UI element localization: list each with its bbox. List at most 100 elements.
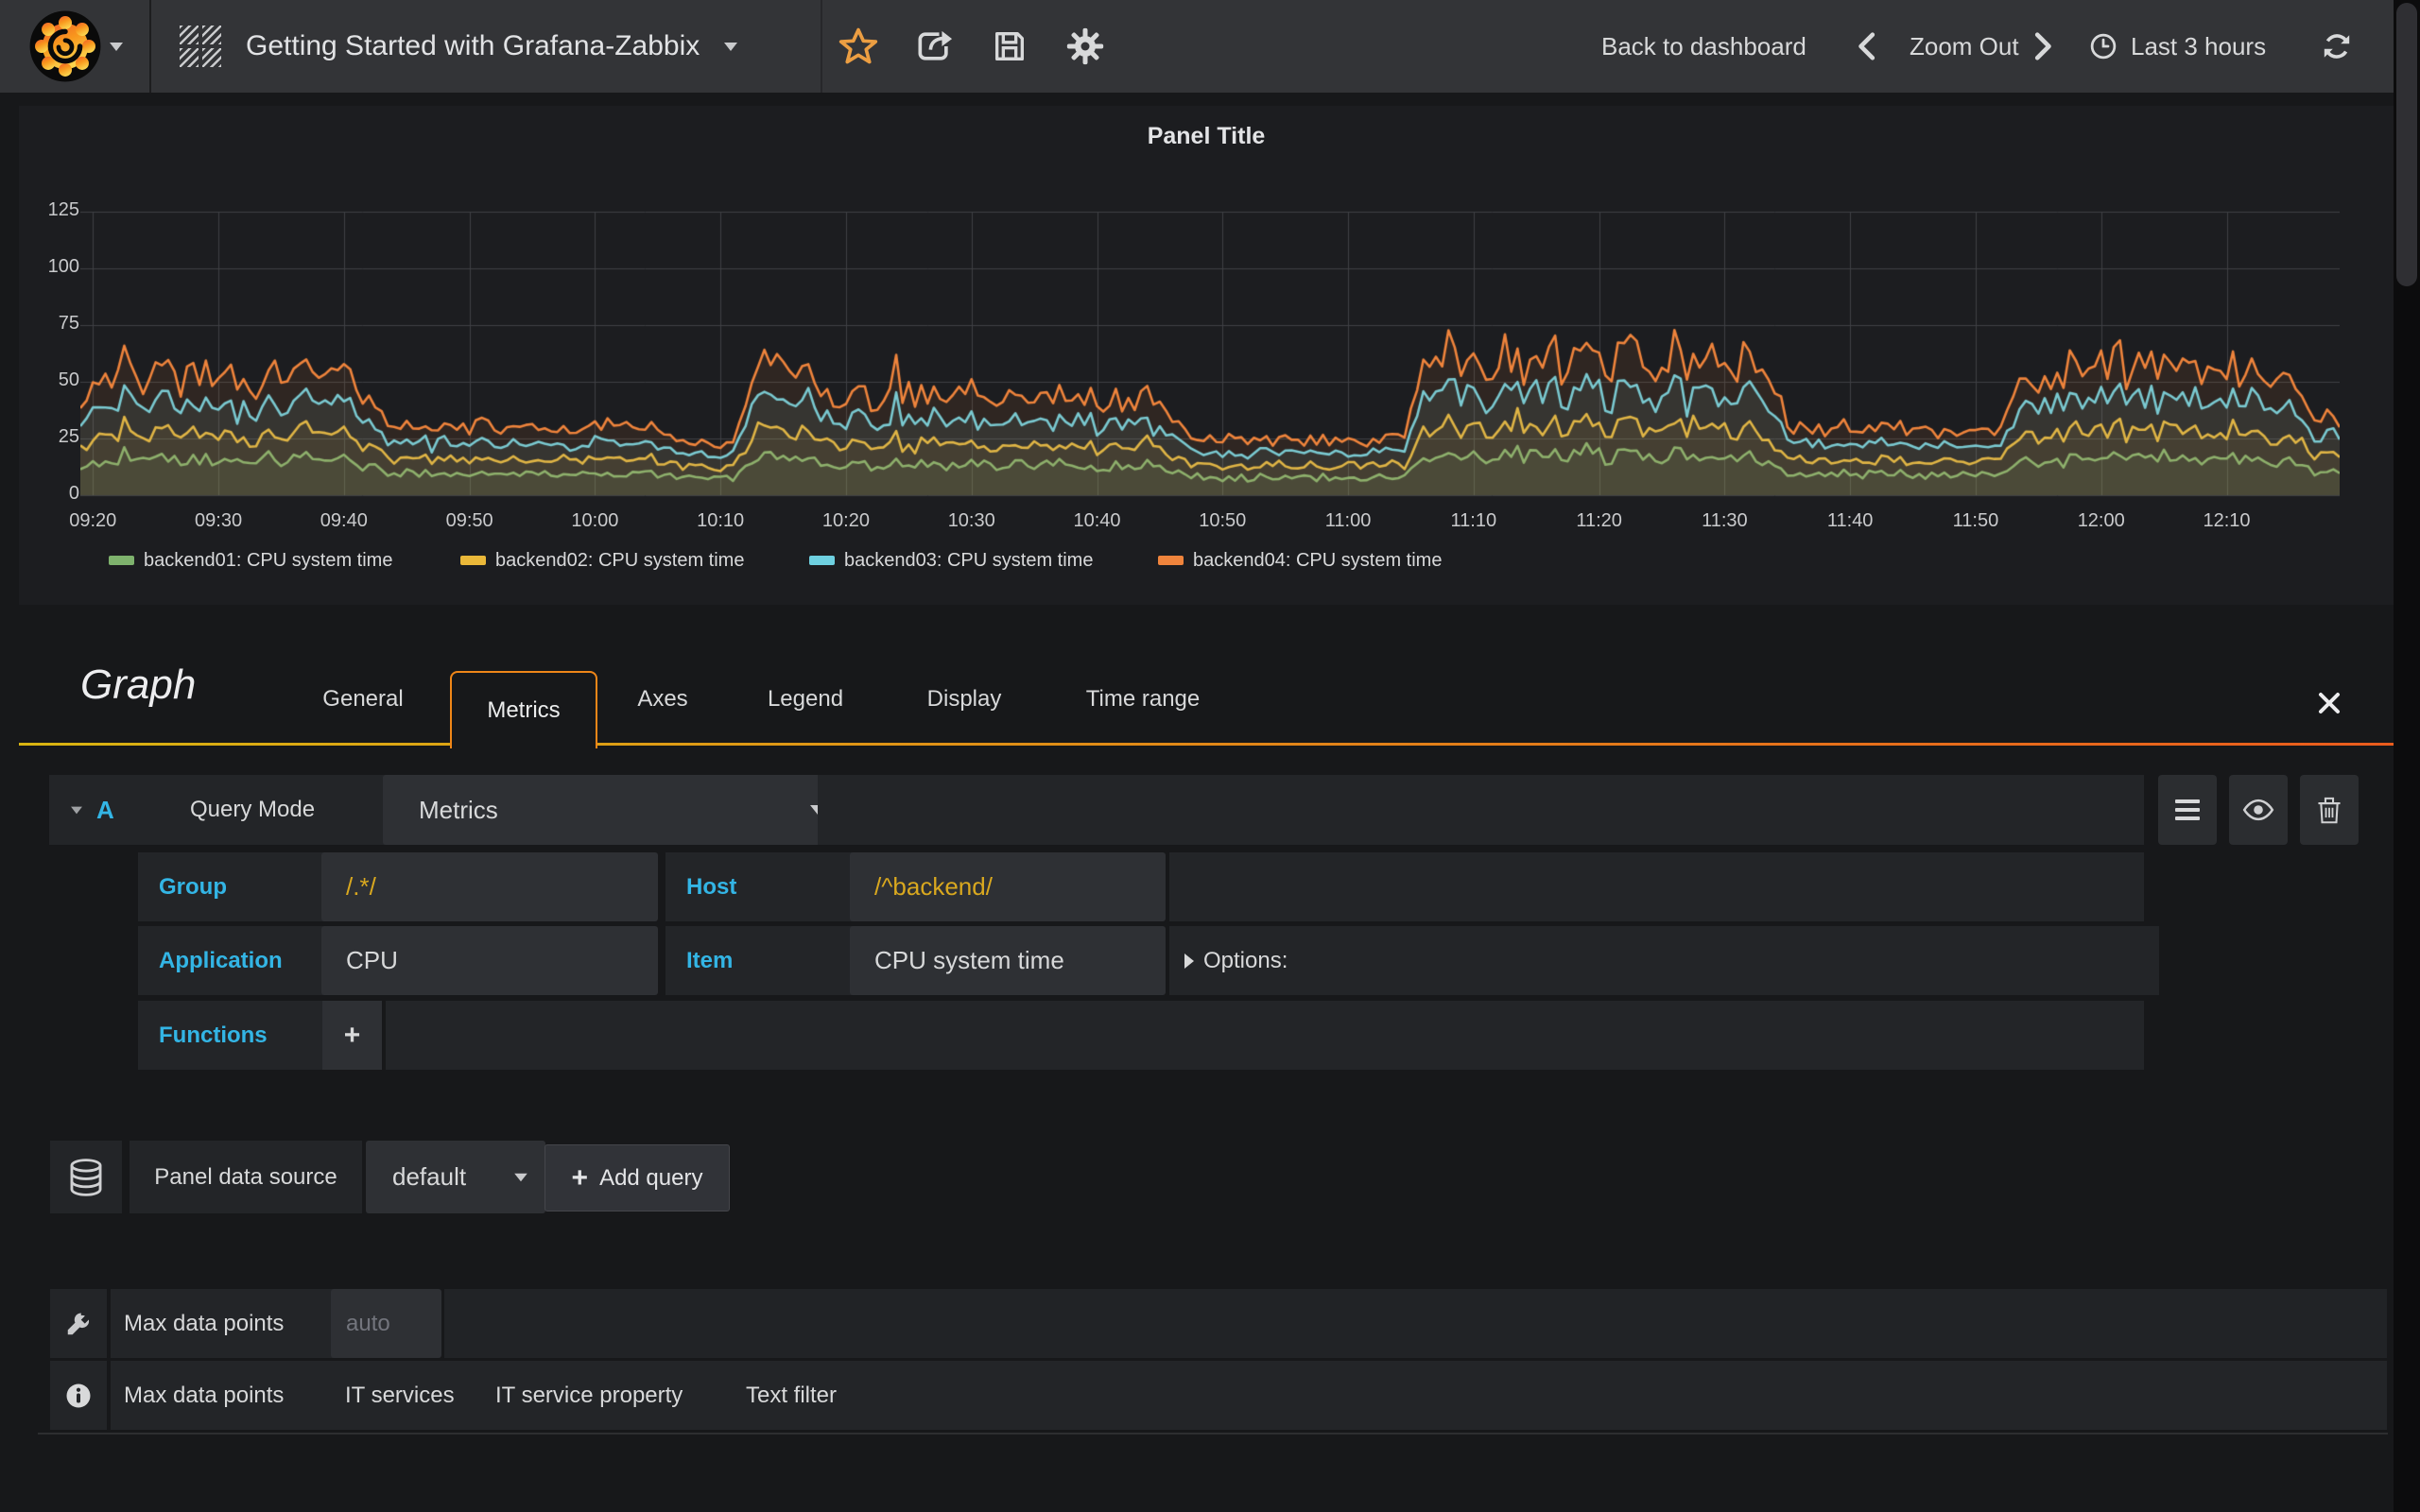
x-tick-label: 10:40 (1073, 510, 1121, 531)
x-tick-label: 09:20 (69, 510, 117, 531)
x-tick-label: 11:10 (1450, 510, 1497, 531)
y-tick-label: 25 (58, 426, 79, 447)
item-input[interactable] (850, 926, 1166, 995)
y-tick-label: 75 (58, 313, 79, 334)
host-input[interactable] (850, 852, 1166, 921)
legend-label: backend03: CPU system time (844, 549, 1094, 571)
tab-metrics[interactable]: Metrics (450, 671, 597, 748)
legend-color-chip (1158, 556, 1184, 565)
scrollbar-track[interactable] (2394, 0, 2420, 1512)
x-tick-label: 09:50 (445, 510, 493, 531)
legend-color-chip (460, 556, 486, 565)
trash-icon (2318, 797, 2341, 824)
navbar-divider (149, 0, 151, 93)
chevron-left-icon (1858, 32, 1876, 60)
add-query-button[interactable]: + Add query (544, 1144, 730, 1211)
x-tick-label: 11:30 (1702, 510, 1748, 531)
navbar-divider (821, 0, 822, 93)
legend-item[interactable]: backend01: CPU system time (109, 546, 392, 575)
time-shift-back-button[interactable] (1845, 0, 1887, 93)
info-item-it-services[interactable]: IT services (332, 1361, 492, 1430)
info-item-max-data-points[interactable]: Max data points (111, 1361, 341, 1430)
functions-label: Functions (138, 1001, 338, 1070)
zoom-out-button[interactable]: Zoom Out (1910, 0, 2019, 93)
settings-icon-cell (50, 1289, 107, 1358)
info-icon-cell (50, 1361, 107, 1430)
add-function-button[interactable]: + (322, 1001, 382, 1070)
scrollbar-thumb[interactable] (2396, 3, 2417, 286)
close-icon (2319, 693, 2340, 713)
navbar: Getting Started with Grafana-Zabbix (0, 0, 2394, 93)
share-icon (918, 30, 953, 60)
legend-item[interactable]: backend03: CPU system time (809, 546, 1093, 575)
query-collapse-toggle[interactable]: A (49, 775, 169, 845)
back-to-dashboard-button[interactable]: Back to dashboard (1601, 0, 1806, 93)
zoom-out-label: Zoom Out (1910, 31, 2019, 60)
y-tick-label: 125 (47, 199, 79, 220)
panel-datasource-label: Panel data source (130, 1141, 362, 1213)
legend-item[interactable]: backend02: CPU system time (460, 546, 744, 575)
x-tick-label: 10:20 (821, 510, 870, 531)
tab-display[interactable]: Display (926, 686, 1002, 712)
save-dashboard-button[interactable] (983, 0, 1036, 93)
tab-legend[interactable]: Legend (767, 686, 844, 712)
application-input[interactable] (321, 926, 658, 995)
graph-canvas[interactable] (80, 191, 2340, 505)
x-tick-label: 09:40 (320, 510, 368, 531)
x-tick-label: 11:40 (1826, 510, 1874, 531)
query-row-filler (386, 1001, 2144, 1070)
max-data-points-label: Max data points (111, 1289, 341, 1358)
query-menu-button[interactable] (2158, 775, 2217, 845)
query-delete-button[interactable] (2300, 775, 2359, 845)
dashboard-title: Getting Started with Grafana-Zabbix (246, 30, 700, 61)
time-range-picker[interactable]: Last 3 hours (2089, 0, 2266, 93)
options-label: Options: (1203, 947, 1288, 973)
database-icon (70, 1158, 102, 1196)
gear-icon (1066, 27, 1104, 65)
favorite-star-button[interactable] (832, 0, 885, 93)
chevron-down-icon (724, 42, 738, 51)
options-toggle[interactable]: Options: (1169, 926, 2159, 995)
share-dashboard-button[interactable] (908, 0, 960, 93)
item-label: Item (666, 926, 866, 995)
info-item-it-service-property[interactable]: IT service property (482, 1361, 742, 1430)
time-shift-forward-button[interactable] (2023, 0, 2065, 93)
chevron-down-icon (110, 43, 123, 51)
datasource-icon-cell (50, 1141, 122, 1213)
query-mode-select[interactable]: Metrics (383, 775, 850, 845)
query-ref-letter: A (96, 795, 114, 824)
x-tick-label: 10:00 (571, 510, 619, 531)
group-input[interactable] (321, 852, 658, 921)
wrench-icon (67, 1313, 90, 1334)
panel-title[interactable]: Panel Title (1147, 123, 1266, 149)
time-range-label: Last 3 hours (2131, 31, 2267, 60)
legend-label: backend02: CPU system time (495, 549, 745, 571)
grafana-menu-button[interactable] (0, 0, 149, 93)
query-mode-label: Query Mode (152, 775, 417, 845)
dashboard-settings-button[interactable] (1059, 0, 1112, 93)
tab-axes[interactable]: Axes (637, 686, 688, 712)
group-label: Group (138, 852, 338, 921)
legend-color-chip (109, 556, 134, 565)
datasource-select[interactable]: default (366, 1141, 545, 1213)
eye-icon (2242, 799, 2274, 821)
close-editor-button[interactable] (2308, 682, 2350, 724)
max-data-points-input[interactable] (331, 1289, 441, 1358)
menu-icon (2175, 795, 2200, 825)
panel-type-title: Graph (80, 662, 197, 708)
legend-item[interactable]: backend04: CPU system time (1158, 546, 1442, 575)
x-tick-label: 12:00 (2077, 510, 2125, 531)
settings-row-filler (444, 1289, 2387, 1358)
editor-bottom-edge (38, 1433, 2388, 1435)
chevron-right-icon (2034, 32, 2051, 60)
y-tick-label: 0 (68, 483, 79, 504)
query-toggle-visibility-button[interactable] (2229, 775, 2288, 845)
tab-general[interactable]: General (322, 686, 404, 712)
info-item-text-filter[interactable]: Text filter (733, 1361, 877, 1430)
info-icon (66, 1383, 91, 1407)
tab-time-range[interactable]: Time range (1085, 686, 1201, 712)
refresh-button[interactable] (2310, 0, 2363, 93)
x-tick-label: 10:10 (697, 510, 745, 531)
dashboard-title-menu[interactable]: Getting Started with Grafana-Zabbix (180, 0, 738, 93)
